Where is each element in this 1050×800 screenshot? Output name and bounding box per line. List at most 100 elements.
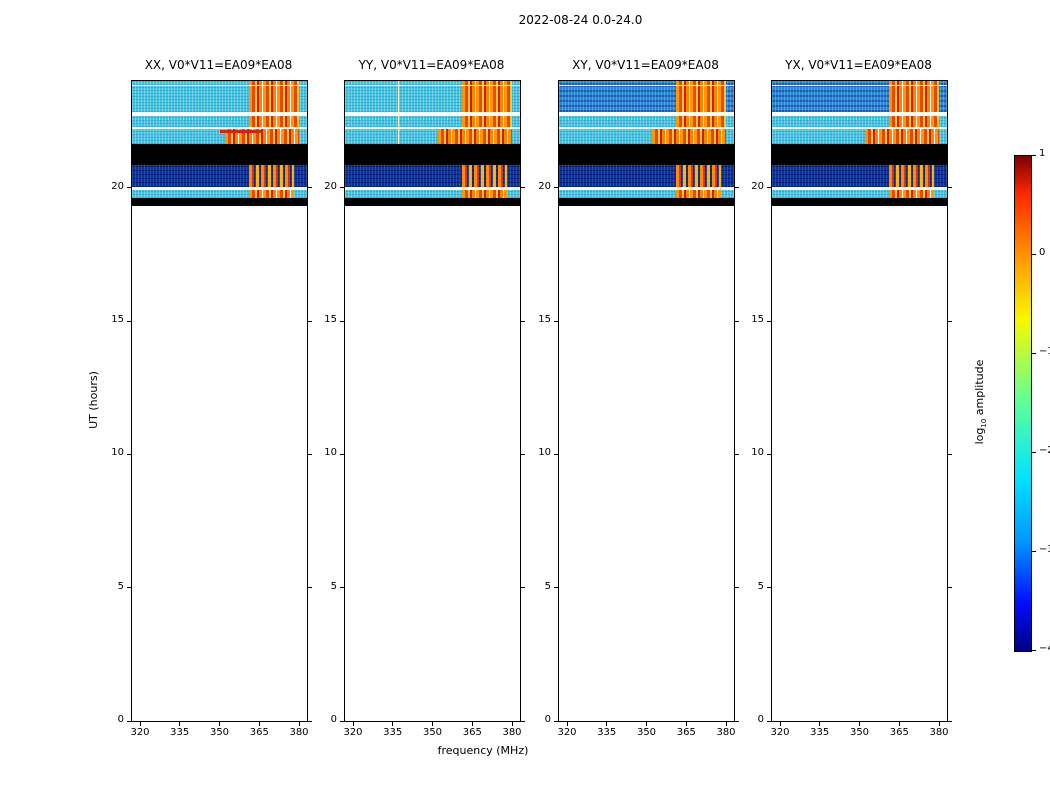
rfi-hot-patch [224,129,299,144]
x-tick-mark [606,722,608,726]
panel-title: YX, V0*V11=EA09*EA08 [785,58,932,72]
rfi-hot-patch [675,86,727,113]
spectrogram-band-gap [345,186,520,190]
x-tick-mark [392,722,394,726]
x-tick-label: 365 [249,727,269,738]
spectrogram-band-data [772,81,947,85]
rfi-hot-patch [888,189,934,198]
y-tick-mark [308,187,312,189]
y-tick-label: 10 [538,447,551,459]
y-tick-label: 15 [538,314,551,325]
x-tick-label: 380 [502,727,522,738]
x-tick-mark [859,722,860,726]
spectrogram-axes: 0 5 10 15 20 320 335 350 365 380 [751,80,952,738]
y-tick-mark [340,187,344,189]
spectrogram-band-gap [772,112,947,116]
rfi-hot-patch [248,115,300,128]
y-tick-mark [735,453,739,455]
x-tick-label: 320 [343,727,363,738]
spectrogram-band-data [772,115,947,128]
spectrogram-band-gap [132,84,307,87]
y-tick-label: 0 [330,714,337,725]
spectrogram-band-data [772,86,947,113]
y-tick-mark [735,720,739,722]
spectrogram-band-data [559,86,734,113]
spectrogram-band-gap [772,84,947,87]
colorbar [1014,155,1032,652]
x-tick-label: 335 [810,727,830,738]
x-tick-mark [219,722,220,726]
spectrogram-band-flagged [132,197,307,206]
x-tick-mark [779,722,781,726]
x-tick-label: 365 [462,727,482,738]
y-tick-mark [308,720,312,722]
x-axis-label: frequency (MHz) [437,744,529,757]
spectrogram-band-data [345,115,520,128]
y-tick-mark [521,453,525,455]
y-tick-mark [948,720,952,722]
y-tick-mark [308,320,312,322]
y-tick-mark [735,320,739,322]
spectrogram-band-gap [345,112,520,116]
y-tick-mark [948,320,952,322]
y-tick-mark [948,187,952,189]
rfi-hot-patch [461,115,513,128]
x-tick-mark [432,722,433,726]
rfi-hot-patch [461,189,507,198]
x-tick-mark [819,722,821,726]
x-tick-mark [898,722,900,726]
x-tick-mark [685,722,687,726]
rfi-hot-patch [248,86,300,113]
x-tick-label: 320 [130,727,150,738]
x-tick-label: 350 [209,727,230,738]
y-tick-mark [340,587,344,589]
spectrogram-band-gap [132,127,307,130]
spectrogram-axes: 0 5 10 15 20 320 335 350 365 380 [324,80,525,738]
y-tick-mark [767,587,771,589]
spectrogram-band-gap [559,112,734,116]
rfi-hot-patch [437,129,512,144]
y-tick-mark [948,587,952,589]
spectrogram-band-flagged [345,197,520,206]
rfi-hot-patch [888,165,934,187]
y-tick-mark [554,453,558,455]
x-tick-label: 365 [676,727,696,738]
spectrogram-band-flagged [345,143,520,166]
rfi-hot-patch [651,129,726,144]
y-tick-mark [767,320,771,322]
rfi-hot-patch [461,165,507,187]
spectrogram-band-flagged [559,197,734,206]
x-tick-label: 380 [929,727,949,738]
x-tick-mark [139,722,141,726]
spectrogram-band-flagged [772,143,947,166]
spectrogram-band-data [559,115,734,128]
y-tick-mark [127,587,131,589]
rfi-hot-patch [248,165,294,187]
y-tick-label: 5 [117,580,124,592]
y-tick-label: 0 [757,714,764,725]
y-tick-mark [521,720,525,722]
rfi-hot-patch [675,115,727,128]
spectrogram-band-gap [772,127,947,130]
rfi-hot-patch [888,86,940,113]
y-tick-label: 20 [751,180,764,192]
panel-title: XX, V0*V11=EA09*EA08 [144,58,293,72]
x-tick-label: 335 [170,727,190,738]
y-tick-label: 20 [111,180,124,192]
colorbar-label: log10 amplitude [973,302,989,502]
y-tick-mark [340,320,344,322]
x-tick-label: 350 [636,727,657,738]
rfi-hot-patch [461,81,513,85]
y-tick-label: 5 [757,580,764,592]
y-tick-mark [521,587,525,589]
figure-title: 2022-08-24 0.0-24.0 [518,13,643,27]
y-tick-mark [948,453,952,455]
rfi-hot-patch [248,189,294,198]
colorbar-label-log: log [973,427,986,445]
y-tick-mark [127,320,131,322]
spectrogram-band-data [772,189,947,198]
y-tick-mark [735,187,739,189]
y-tick-label: 5 [544,580,551,592]
spectrogram-band-gap [345,127,520,130]
spectrogram-band-gap [559,84,734,87]
